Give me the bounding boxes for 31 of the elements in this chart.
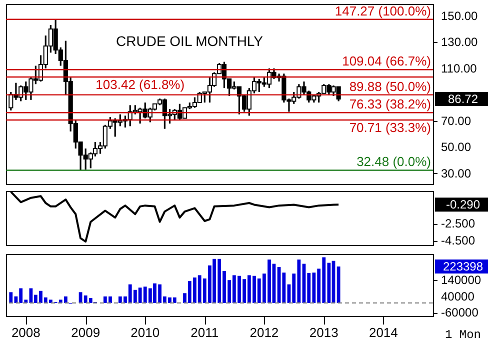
ref-line-label: 109.04 (66.7%) — [342, 54, 431, 69]
y-tick-label: 130.00 — [441, 35, 478, 50]
ref-line-label: 76.33 (38.2%) — [349, 96, 431, 112]
y-tick-label: 70.00 — [441, 114, 472, 128]
x-tick-label: 2012 — [250, 325, 279, 340]
y-tick-label: 110.00 — [441, 61, 478, 76]
x-tick-label: 2010 — [130, 325, 160, 340]
y-tick-label: -2.500 — [441, 216, 476, 231]
text: 223398 — [442, 260, 484, 274]
y-tick-label: 150.00 — [441, 8, 478, 23]
y-tick-label: 40000 — [441, 289, 475, 304]
y-tick-label: -4.500 — [441, 234, 476, 248]
ref-line-label: 70.71 (33.3%) — [349, 120, 431, 135]
ref-line-label: 89.88 (50.0%) — [349, 78, 431, 94]
x-tick-label: 2014 — [368, 325, 398, 340]
ref-line-label: 32.48 (0.0%) — [356, 154, 431, 170]
x-tick-label: 2009 — [71, 325, 100, 340]
bar — [336, 266, 340, 303]
x-tick-label: 2013 — [309, 325, 338, 340]
ref-line-label: 103.42 (61.8%) — [96, 77, 185, 92]
text: 1 Mon — [444, 328, 482, 342]
y-tick-label: 140000 — [441, 273, 482, 288]
text: 86.72 — [448, 92, 478, 106]
y-tick-label: -60000 — [441, 306, 479, 320]
y-tick-label: 50.00 — [441, 140, 472, 154]
y-tick-label: 30.00 — [441, 166, 472, 180]
x-tick-label: 2011 — [190, 325, 219, 340]
x-tick-label: 2008 — [11, 325, 40, 340]
text: -0.290 — [446, 198, 480, 212]
text: CRUDE OIL MONTHLY — [116, 33, 264, 49]
ref-line-label: 147.27 (100.0%) — [334, 3, 431, 18]
